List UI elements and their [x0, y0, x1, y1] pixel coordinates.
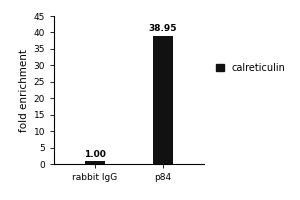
- Bar: [85, 161, 105, 164]
- Legend: calreticulin: calreticulin: [216, 63, 286, 73]
- Bar: [153, 36, 173, 164]
- Text: 1.00: 1.00: [84, 150, 106, 159]
- Text: 38.95: 38.95: [149, 24, 177, 33]
- Y-axis label: fold enrichment: fold enrichment: [19, 48, 29, 132]
